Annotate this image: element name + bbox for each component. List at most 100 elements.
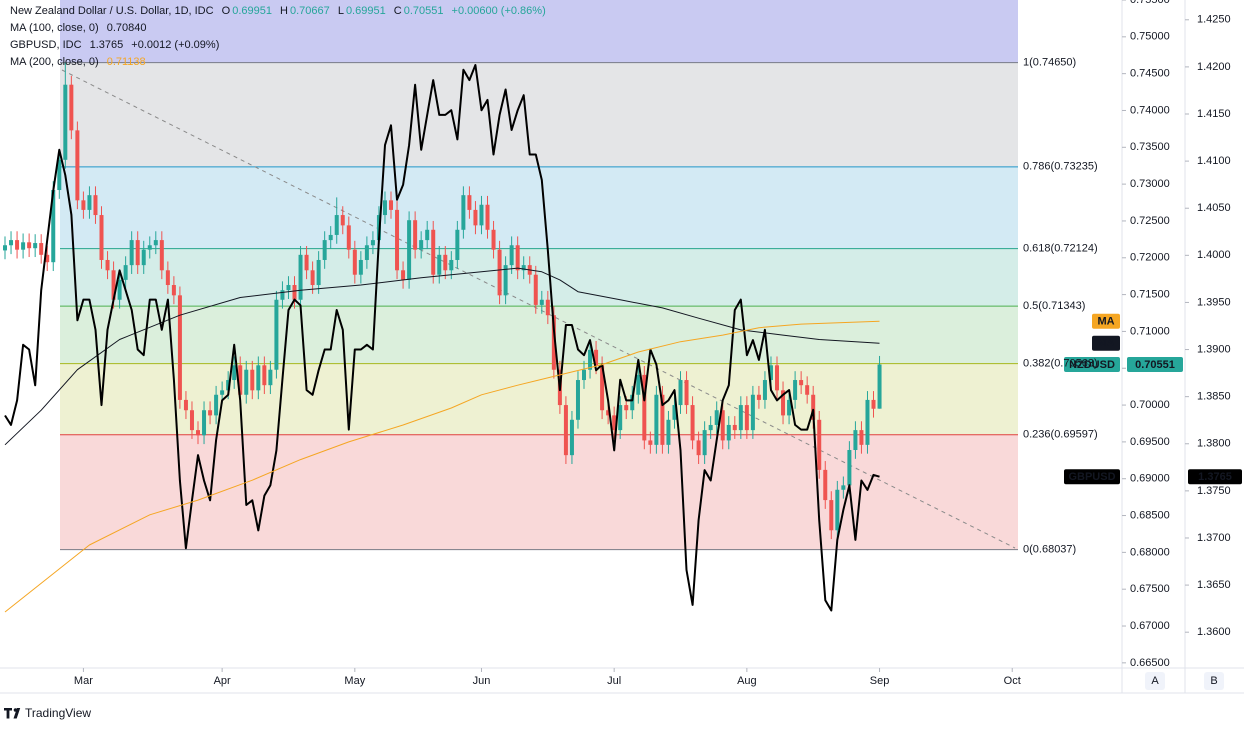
candle-body <box>256 365 261 391</box>
y-tick-label: 0.67500 <box>1130 583 1170 595</box>
candle-body <box>847 449 852 486</box>
fib-level-label: 0.236(0.69597) <box>1023 429 1098 441</box>
candle-body <box>732 424 737 431</box>
x-tick-label: Oct <box>1004 675 1021 687</box>
candle-body <box>129 240 134 266</box>
fib-zones <box>60 0 1018 551</box>
candle-body <box>395 209 400 271</box>
candle-body <box>189 410 194 431</box>
candle-body <box>340 215 345 226</box>
candle-body <box>117 279 122 300</box>
fib-level-label: 1(0.74650) <box>1023 57 1076 69</box>
y2-tick-label: 1.4000 <box>1197 249 1231 261</box>
last-price-tag: 0.70551 <box>1135 359 1175 371</box>
candle-body <box>419 240 424 250</box>
candle-body <box>720 410 725 441</box>
y2-tick-label: 1.3650 <box>1197 579 1231 591</box>
x-tick-label: May <box>344 675 365 687</box>
candle-body <box>750 394 755 431</box>
candle-body <box>401 270 406 280</box>
candle-body <box>594 349 599 366</box>
ohlc-value: 0.70667 <box>289 5 330 17</box>
candle-body <box>678 380 683 406</box>
legend-row: GBPUSD, IDC 1.3765 +0.0012 (+0.09%) <box>10 37 551 54</box>
legend-entry: GBPUSD, IDC <box>10 39 82 51</box>
fib-level-label: 0.618(0.72124) <box>1023 243 1098 255</box>
candle-body <box>799 380 804 386</box>
candle-body <box>407 220 412 280</box>
candle-body <box>268 369 273 386</box>
x-tick-label: Apr <box>214 675 231 687</box>
candle-body <box>45 254 50 263</box>
candle-body <box>606 410 611 416</box>
candle-body <box>286 285 291 291</box>
candle-body <box>612 415 617 431</box>
candle-body <box>817 419 822 470</box>
candle-body <box>636 374 641 395</box>
axes: 0.66500 0.67000 0.67500 0.68000 0.68500 0.690… <box>0 0 1244 694</box>
symbol-tag: NZDUSD <box>1069 359 1115 371</box>
candle-body <box>491 229 496 250</box>
y2-tick-label: 1.3700 <box>1197 532 1231 544</box>
fib-level-label: 0(0.68037) <box>1023 544 1076 556</box>
legend-row: MA (200, close, 0) 0.71138 <box>10 54 551 71</box>
candle-body <box>220 390 225 395</box>
candle-body <box>521 265 526 271</box>
fib-zone <box>60 306 1018 364</box>
candles <box>3 62 882 540</box>
legend-entry: MA (100, close, 0) <box>10 22 99 34</box>
axis-button-label[interactable]: A <box>1151 675 1159 687</box>
candle-body <box>533 274 538 305</box>
candle-body <box>726 424 731 441</box>
candle-body <box>461 195 466 230</box>
candle-body <box>443 254 448 271</box>
y2-tick-label: 1.4100 <box>1197 155 1231 167</box>
y2-tick-label: 1.3900 <box>1197 343 1231 355</box>
y-tick-label: 0.71500 <box>1130 289 1170 301</box>
y-tick-label: 0.71000 <box>1130 325 1170 337</box>
candle-body <box>81 200 86 210</box>
candle-body <box>250 369 255 391</box>
candle-body <box>9 240 14 246</box>
axis-button[interactable] <box>1145 672 1165 690</box>
y-tick-label: 0.74500 <box>1130 68 1170 80</box>
legend-row: New Zealand Dollar / U.S. Dollar, 1D, ID… <box>10 3 551 20</box>
candle-body <box>781 390 786 416</box>
compare-line <box>4 64 880 612</box>
ohlc-value: 0.70551 <box>403 5 444 17</box>
candle-body <box>93 195 98 216</box>
axis-button[interactable] <box>1204 672 1224 690</box>
candle-body <box>431 229 436 275</box>
ohlc-key: O <box>221 5 231 17</box>
candle-body <box>545 299 550 316</box>
candle-body <box>575 380 580 420</box>
y-tick-label: 0.72000 <box>1130 252 1170 264</box>
candle-body <box>744 405 749 431</box>
candle-body <box>756 394 761 400</box>
candle-body <box>485 204 490 230</box>
candle-body <box>654 394 659 445</box>
candle-body <box>27 242 32 249</box>
candle-body <box>762 380 767 400</box>
x-tick-label: Mar <box>74 675 93 687</box>
candle-body <box>177 295 182 400</box>
candle-body <box>316 259 321 286</box>
candle-body <box>99 215 104 260</box>
fib-level-label: 0.5(0.71343) <box>1023 300 1085 312</box>
candle-body <box>105 259 110 271</box>
price-tags: MA MA NZDUSD 0.70551 GBPUSD 1.3765 <box>1064 313 1242 485</box>
candle-body <box>153 240 158 246</box>
axis-button-label[interactable]: B <box>1210 675 1217 687</box>
candle-body <box>672 405 677 420</box>
candle-body <box>455 229 460 260</box>
y2-tick-label: 1.4250 <box>1197 14 1231 26</box>
candle-body <box>793 380 798 400</box>
candle-body <box>714 410 719 425</box>
y2-tick-label: 1.3950 <box>1197 296 1231 308</box>
candle-body <box>871 399 876 409</box>
legend-value: 0.71138 <box>106 56 146 68</box>
candle-body <box>208 410 213 416</box>
candle-body <box>280 290 285 300</box>
